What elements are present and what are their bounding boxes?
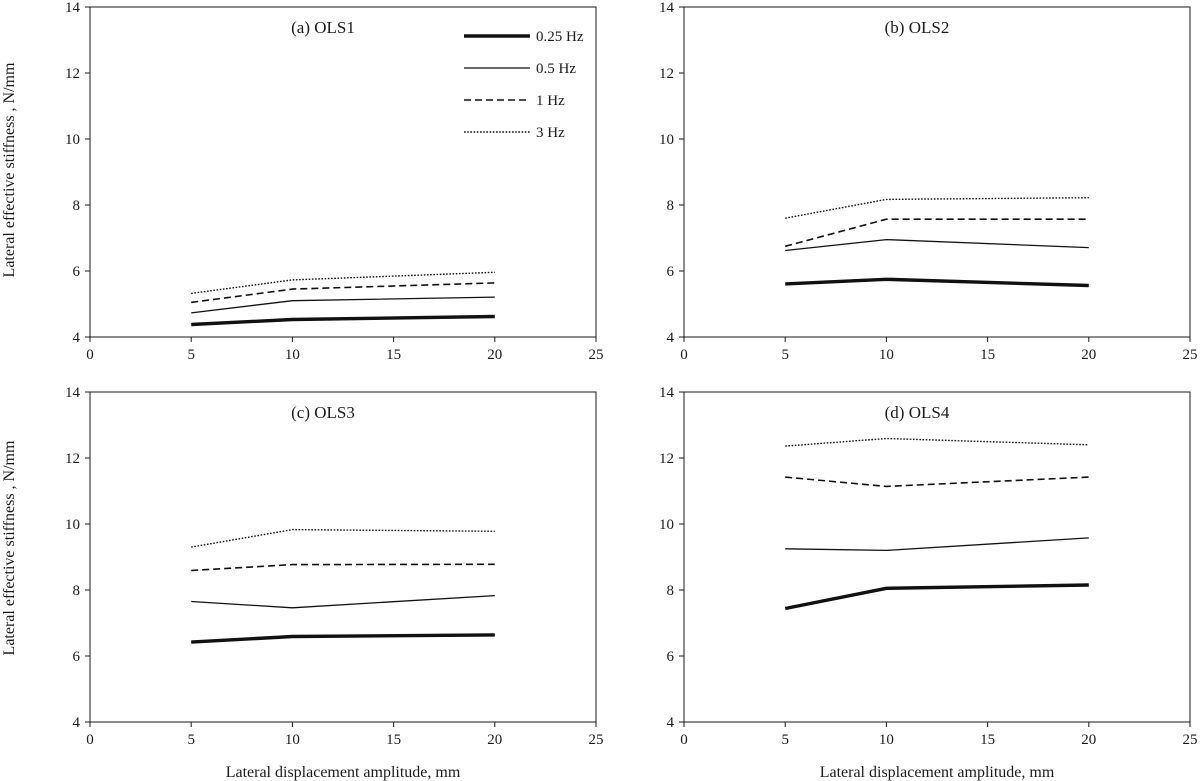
x-tick-label: 15 <box>980 347 995 363</box>
series-line-0-5-hz <box>785 238 1089 252</box>
y-tick-label: 4 <box>73 330 81 346</box>
x-tick-label: 20 <box>487 732 502 748</box>
x-tick-label: 10 <box>879 732 894 748</box>
x-tick-label: 15 <box>980 732 995 748</box>
y-tick-label: 8 <box>667 198 675 214</box>
y-tick-label: 8 <box>73 583 81 599</box>
y-tick-label: 4 <box>667 330 675 346</box>
y-tick-label: 12 <box>65 451 80 467</box>
series-line-3-hz <box>191 528 495 548</box>
series-line-3-hz <box>785 437 1089 447</box>
y-tick-label: 6 <box>667 649 675 665</box>
x-tick-label: 20 <box>487 347 502 363</box>
panel-d: 0 5 10 15 20 25 4 6 8 10 12 14 (d) OLS4 <box>659 385 1198 748</box>
series-line-0-25-hz <box>785 277 1089 288</box>
x-tick-label: 0 <box>86 732 94 748</box>
x-tick-label: 20 <box>1081 347 1096 363</box>
panel-b: 0 5 10 15 20 25 4 6 8 10 12 14 (b) OLS2 <box>659 0 1198 363</box>
legend-label-0-5-hz: 0.5 Hz <box>536 61 576 77</box>
y-tick-label: 12 <box>659 66 674 82</box>
y-tick-label: 8 <box>73 198 81 214</box>
y-axis-title-top: Lateral effective stiffness , N/mm <box>1 62 18 277</box>
y-tick-label: 6 <box>73 649 81 665</box>
x-tick-label: 10 <box>879 347 894 363</box>
x-tick-label: 25 <box>1183 732 1198 748</box>
y-tick-label: 14 <box>659 385 675 401</box>
y-tick-label: 10 <box>65 132 80 148</box>
panel-title: (a) OLS1 <box>291 18 355 37</box>
y-tick-label: 14 <box>65 385 81 401</box>
x-tick-label: 0 <box>86 347 94 363</box>
x-tick-label: 5 <box>781 347 789 363</box>
y-tick-label: 12 <box>65 66 80 82</box>
y-tick-label: 10 <box>65 517 80 533</box>
x-tick-label: 25 <box>1183 347 1198 363</box>
series-line-0-25-hz <box>191 633 495 644</box>
series-line-0-5-hz <box>785 537 1089 552</box>
x-tick-label: 25 <box>589 732 604 748</box>
x-tick-label: 5 <box>187 347 195 363</box>
x-tick-label: 20 <box>1081 732 1096 748</box>
panel-title: (c) OLS3 <box>291 403 355 422</box>
y-tick-label: 4 <box>667 715 675 731</box>
y-tick-label: 8 <box>667 583 675 599</box>
panel-title: (b) OLS2 <box>885 18 950 37</box>
series-line-1-hz <box>785 476 1089 488</box>
y-tick-label: 10 <box>659 132 674 148</box>
y-tick-label: 6 <box>73 264 81 280</box>
plot-frame <box>89 6 597 338</box>
y-tick-label: 14 <box>659 0 675 16</box>
legend-label-1-hz: 1 Hz <box>536 93 565 109</box>
panel-c: 0 5 10 15 20 25 4 6 8 10 12 14 (c) OLS3 <box>65 385 604 748</box>
series-line-1-hz <box>784 218 1089 248</box>
plot-frame <box>683 6 1191 338</box>
x-axis-title-right: Lateral displacement amplitude, mm <box>820 764 1055 781</box>
x-tick-label: 0 <box>680 347 688 363</box>
x-tick-label: 15 <box>386 347 401 363</box>
panel-title: (d) OLS4 <box>885 403 950 422</box>
y-tick-label: 14 <box>65 0 81 16</box>
series-line-3-hz <box>785 197 1089 219</box>
y-axis-title-bottom: Lateral effective stiffness , N/mm <box>1 440 18 655</box>
series-line-1-hz <box>191 282 495 304</box>
legend: 0.25 Hz 0.5 Hz 1 Hz 3 Hz <box>464 29 584 141</box>
legend-label-0-25-hz: 0.25 Hz <box>536 29 584 45</box>
y-tick-label: 6 <box>667 264 675 280</box>
panel-a: 0 5 10 15 20 25 4 6 8 10 12 14 (a) OLS1 0.25 Hz 0.5 Hz… <box>65 0 604 363</box>
x-tick-label: 25 <box>589 347 604 363</box>
x-tick-label: 5 <box>187 732 195 748</box>
series-line-0-25-hz <box>191 314 495 327</box>
series-line-3-hz <box>191 271 495 295</box>
y-tick-label: 12 <box>659 451 674 467</box>
plot-frame <box>89 391 597 723</box>
series-line-0-25-hz <box>784 583 1089 611</box>
x-tick-label: 15 <box>386 732 401 748</box>
plot-frame <box>683 391 1191 723</box>
series-line-0-5-hz <box>191 594 495 609</box>
series-line-0-5-hz <box>191 296 495 314</box>
x-tick-label: 5 <box>781 732 789 748</box>
y-tick-label: 10 <box>659 517 674 533</box>
x-tick-label: 10 <box>285 347 300 363</box>
x-tick-label: 10 <box>285 732 300 748</box>
series-line-1-hz <box>191 563 495 572</box>
x-axis-title-left: Lateral displacement amplitude, mm <box>226 764 461 781</box>
legend-label-3-hz: 3 Hz <box>536 125 565 141</box>
x-tick-label: 0 <box>680 732 688 748</box>
y-tick-label: 4 <box>73 715 81 731</box>
